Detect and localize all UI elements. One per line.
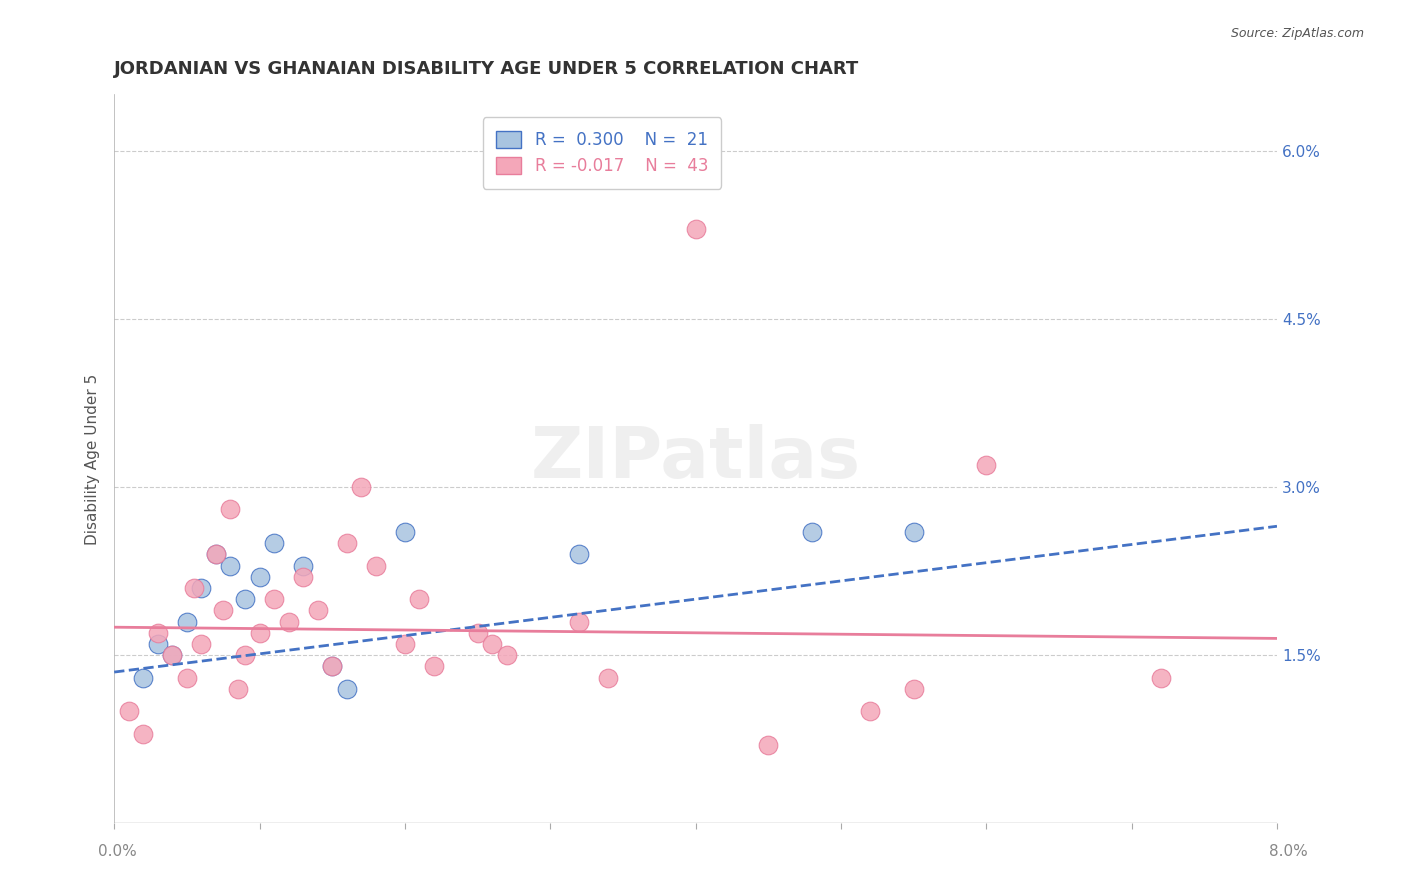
Point	[394, 524, 416, 539]
Point	[800, 524, 823, 539]
Point	[219, 558, 242, 573]
Point	[350, 480, 373, 494]
Point	[132, 727, 155, 741]
Point	[859, 704, 882, 718]
Point	[495, 648, 517, 663]
Point	[176, 615, 198, 629]
Point	[1150, 671, 1173, 685]
Point	[756, 738, 779, 752]
Point	[481, 637, 503, 651]
Point	[183, 581, 205, 595]
Point	[233, 648, 256, 663]
Point	[190, 581, 212, 595]
Point	[568, 547, 591, 561]
Point	[467, 625, 489, 640]
Point	[292, 570, 315, 584]
Point	[118, 704, 141, 718]
Point	[307, 603, 329, 617]
Point	[336, 681, 359, 696]
Text: Source: ZipAtlas.com: Source: ZipAtlas.com	[1230, 27, 1364, 40]
Point	[903, 681, 925, 696]
Point	[233, 592, 256, 607]
Y-axis label: Disability Age Under 5: Disability Age Under 5	[86, 374, 100, 545]
Point	[408, 592, 430, 607]
Point	[162, 648, 184, 663]
Point	[277, 615, 299, 629]
Point	[176, 671, 198, 685]
Point	[336, 536, 359, 550]
Point	[598, 671, 620, 685]
Point	[263, 592, 285, 607]
Point	[162, 648, 184, 663]
Text: ZIPatlas: ZIPatlas	[530, 425, 860, 493]
Legend: R =  0.300    N =  21, R = -0.017    N =  43: R = 0.300 N = 21, R = -0.017 N = 43	[484, 118, 721, 189]
Point	[974, 458, 997, 472]
Point	[146, 625, 169, 640]
Point	[292, 558, 315, 573]
Text: 8.0%: 8.0%	[1268, 845, 1308, 859]
Point	[146, 637, 169, 651]
Point	[205, 547, 228, 561]
Point	[205, 547, 228, 561]
Text: JORDANIAN VS GHANAIAN DISABILITY AGE UNDER 5 CORRELATION CHART: JORDANIAN VS GHANAIAN DISABILITY AGE UND…	[114, 60, 859, 78]
Point	[321, 659, 343, 673]
Point	[132, 671, 155, 685]
Point	[226, 681, 249, 696]
Point	[685, 222, 707, 236]
Point	[249, 625, 271, 640]
Point	[219, 502, 242, 516]
Point	[321, 659, 343, 673]
Point	[212, 603, 235, 617]
Point	[903, 524, 925, 539]
Point	[423, 659, 446, 673]
Point	[568, 615, 591, 629]
Point	[190, 637, 212, 651]
Point	[263, 536, 285, 550]
Point	[394, 637, 416, 651]
Point	[364, 558, 387, 573]
Text: 0.0%: 0.0%	[98, 845, 138, 859]
Point	[249, 570, 271, 584]
